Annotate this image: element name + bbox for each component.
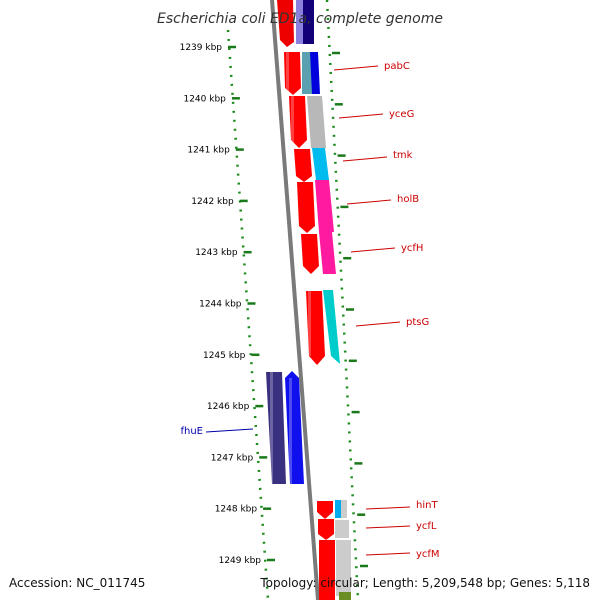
- kbp-tick: 1244 kbp: [199, 300, 256, 310]
- gene-name: yceG: [389, 109, 414, 120]
- gene-leader-line: [365, 506, 411, 510]
- kbp-tick-label: 1245 kbp: [203, 351, 246, 361]
- kbp-tick-label: 1249 kbp: [219, 556, 262, 566]
- accession-text: Accession: NC_011745: [9, 576, 145, 590]
- gene-name: hinT: [416, 500, 438, 511]
- gene-label-holb: holB: [346, 194, 419, 205]
- topology-text: Topology: circular; Length: 5,209,548 bp…: [259, 576, 590, 590]
- kbp-tick-label: 1242 kbp: [191, 197, 234, 207]
- gene-leader-line: [205, 428, 254, 433]
- kbp-tick-label: 1244 kbp: [199, 300, 242, 310]
- gene-features-red: [284, 52, 335, 600]
- gene-leader-line: [355, 321, 401, 327]
- kbp-tick-label: 1243 kbp: [195, 248, 238, 258]
- gene-features-colored: [302, 52, 351, 600]
- gene-leader-line: [342, 156, 388, 162]
- gene-leader-line: [333, 65, 379, 71]
- kbp-tick: 1246 kbp: [207, 402, 264, 412]
- gene-label-yceg: yceG: [338, 109, 414, 120]
- gene-name: ycfL: [416, 521, 437, 532]
- kbp-tick: 1241 kbp: [187, 146, 244, 156]
- gene-name: fhuE: [180, 426, 203, 437]
- kbp-tick: 1243 kbp: [195, 248, 252, 258]
- kbp-tick: 1247 kbp: [211, 453, 268, 463]
- gene-label-pabc: pabC: [333, 61, 410, 72]
- gene-name: ycfH: [401, 243, 423, 254]
- kbp-tick: 1240 kbp: [183, 94, 240, 104]
- gene-name: tmk: [393, 150, 413, 161]
- gene-label-ycfh: ycfH: [350, 243, 423, 254]
- gene-leader-line: [346, 199, 392, 205]
- gene-leader-line: [365, 525, 411, 529]
- gene-leader-line: [350, 247, 396, 253]
- kbp-ticks: 1239 kbp 1240 kbp 1241 kbp 1242 kbp 1243 kbp…: [180, 43, 368, 568]
- gene-leader-line: [338, 113, 384, 119]
- genome-backbone: [270, 0, 320, 600]
- kbp-tick: 1245 kbp: [203, 351, 260, 361]
- gene-name: ycfM: [416, 549, 440, 560]
- gene-label-ycfm: ycfM: [365, 549, 440, 560]
- kbp-tick-label: 1246 kbp: [207, 402, 250, 412]
- gene-label-tmk: tmk: [342, 150, 413, 162]
- top-features: [277, 0, 314, 47]
- kbp-tick: 1248 kbp: [215, 505, 272, 515]
- kbp-tick-label: 1248 kbp: [215, 505, 258, 515]
- gene-features-blue: [266, 371, 304, 484]
- ruler-right: [325, 0, 360, 600]
- gene-label-ycfl: ycfL: [365, 521, 437, 532]
- gene-label-fhue: fhuE: [180, 426, 254, 437]
- gene-labels: pabC yceG tmk holB ycfH ptsG fhuE hinT ycfL ycfM: [180, 61, 439, 560]
- gene-label-hint: hinT: [365, 500, 438, 511]
- kbp-tick: 1242 kbp: [191, 197, 248, 207]
- kbp-tick-label: 1240 kbp: [183, 94, 226, 104]
- map-title: Escherichia coli ED1a, complete genome: [157, 11, 443, 27]
- gene-label-ptsg: ptsG: [355, 317, 429, 328]
- kbp-tick: 1239 kbp: [180, 43, 236, 53]
- gene-name: holB: [397, 194, 419, 205]
- gene-name: ptsG: [406, 317, 429, 328]
- kbp-tick-label: 1239 kbp: [180, 43, 223, 53]
- kbp-tick-label: 1247 kbp: [211, 453, 254, 463]
- gene-name: pabC: [384, 61, 410, 72]
- sheen: [270, 52, 311, 484]
- gene-leader-line: [365, 552, 411, 556]
- kbp-tick-label: 1241 kbp: [187, 146, 230, 156]
- kbp-tick: 1249 kbp: [219, 556, 275, 566]
